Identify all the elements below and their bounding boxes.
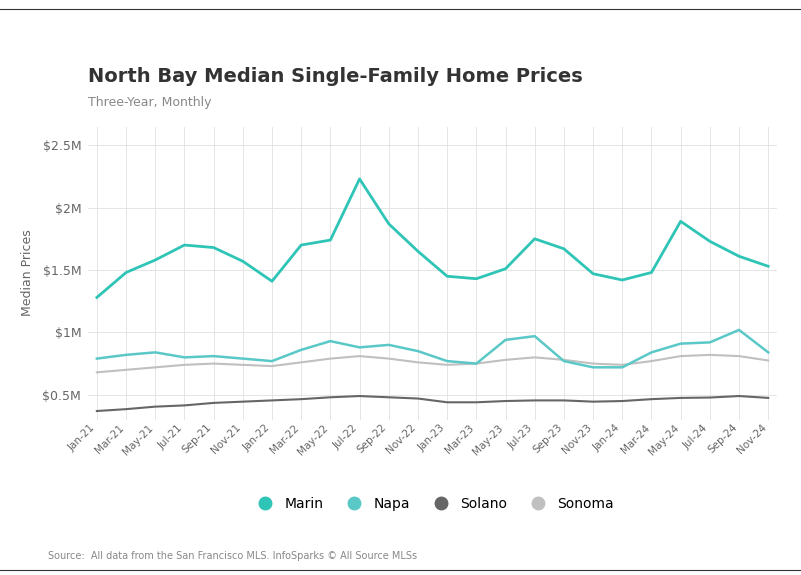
Text: North Bay Median Single-Family Home Prices: North Bay Median Single-Family Home Pric… bbox=[88, 67, 583, 86]
Text: Source:  All data from the San Francisco MLS. InfoSparks © All Source MLSs: Source: All data from the San Francisco … bbox=[48, 551, 417, 561]
Legend: Marin, Napa, Solano, Sonoma: Marin, Napa, Solano, Sonoma bbox=[246, 491, 619, 516]
Text: Three-Year, Monthly: Three-Year, Monthly bbox=[88, 96, 211, 109]
Y-axis label: Median Prices: Median Prices bbox=[21, 230, 34, 316]
